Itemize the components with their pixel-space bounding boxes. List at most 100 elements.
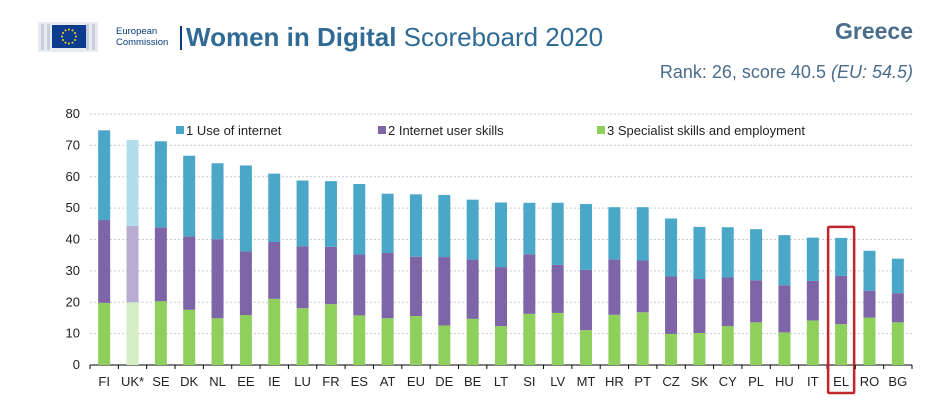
x-tick-label: SI bbox=[523, 374, 535, 389]
bar-internet bbox=[495, 202, 507, 268]
x-tick-label: EE bbox=[237, 374, 255, 389]
bar-internet bbox=[211, 163, 224, 240]
bar-specialist bbox=[551, 312, 564, 365]
bar-specialist bbox=[608, 314, 621, 365]
bar-specialist bbox=[154, 301, 167, 365]
bar-skills bbox=[154, 227, 167, 302]
bar-skills bbox=[636, 260, 649, 313]
x-tick-label: EL bbox=[833, 374, 849, 389]
bar-internet bbox=[239, 165, 252, 252]
bar-skills bbox=[438, 257, 451, 326]
legend-label: 1 Use of internet bbox=[186, 123, 282, 138]
bar-skills bbox=[665, 276, 678, 334]
bar-specialist bbox=[523, 313, 536, 365]
x-tick-label: CZ bbox=[662, 374, 679, 389]
highlight-box bbox=[826, 225, 856, 395]
x-tick-label: IT bbox=[807, 374, 819, 389]
bar-specialist bbox=[835, 324, 848, 365]
bar-internet bbox=[466, 199, 479, 260]
bar-skills bbox=[693, 279, 706, 333]
bar-specialist bbox=[466, 318, 479, 365]
bar-skills bbox=[835, 275, 848, 325]
page-title-bold: Women in Digital bbox=[186, 22, 397, 52]
x-tick-label: UK* bbox=[121, 374, 144, 389]
bar-internet bbox=[268, 173, 281, 243]
bar-specialist bbox=[778, 332, 791, 365]
bar-internet bbox=[353, 183, 366, 255]
bar-skills bbox=[750, 280, 763, 323]
bar-skills bbox=[98, 220, 111, 303]
x-tick-label: ES bbox=[351, 374, 369, 389]
bar-skills bbox=[721, 277, 734, 327]
bar-skills bbox=[523, 254, 536, 314]
bar-specialist bbox=[721, 326, 734, 365]
bar-skills bbox=[324, 246, 337, 305]
x-tick-label: BE bbox=[464, 374, 482, 389]
logo-line-2: Commission bbox=[116, 37, 169, 48]
x-tick-label: FR bbox=[322, 374, 339, 389]
bar-skills bbox=[381, 252, 394, 319]
bar-specialist bbox=[239, 315, 252, 365]
bar-internet bbox=[324, 181, 337, 247]
rank-text: Rank: 26, score 40.5 bbox=[659, 62, 831, 82]
bar-skills bbox=[268, 242, 281, 299]
bar-skills bbox=[580, 269, 593, 331]
bar-internet bbox=[126, 140, 139, 227]
bar-specialist bbox=[268, 298, 281, 365]
page-title: Women in Digital Scoreboard 2020 bbox=[186, 20, 603, 54]
y-tick-label: 40 bbox=[66, 232, 80, 247]
x-tick-label: DK bbox=[180, 374, 198, 389]
x-tick-label: NL bbox=[209, 374, 226, 389]
logo-wordmark: European Commission bbox=[116, 26, 168, 48]
x-tick-label: RO bbox=[860, 374, 880, 389]
bar-internet bbox=[551, 202, 564, 265]
bar-internet bbox=[438, 194, 451, 258]
bar-internet bbox=[580, 204, 593, 270]
legend-swatch bbox=[597, 126, 605, 134]
bar-internet bbox=[296, 180, 309, 247]
bar-specialist bbox=[353, 315, 366, 365]
y-tick-label: 50 bbox=[66, 200, 80, 215]
x-tick-label: LT bbox=[494, 374, 508, 389]
x-tick-label: LU bbox=[294, 374, 311, 389]
bar-internet bbox=[665, 218, 678, 277]
bar-specialist bbox=[409, 316, 422, 365]
bar-specialist bbox=[891, 322, 904, 365]
page-header: European Commission Women in Digital Sco… bbox=[0, 0, 949, 100]
bar-internet bbox=[154, 141, 167, 228]
bar-specialist bbox=[495, 326, 507, 365]
y-tick-label: 20 bbox=[66, 294, 80, 309]
page-title-rest: Scoreboard 2020 bbox=[396, 22, 604, 52]
bar-skills bbox=[608, 259, 621, 315]
bar-skills bbox=[466, 259, 479, 319]
bar-specialist bbox=[324, 304, 337, 365]
y-tick-label: 70 bbox=[66, 137, 80, 152]
bar-internet bbox=[381, 193, 394, 253]
x-tick-label: SK bbox=[691, 374, 709, 389]
bar-internet bbox=[693, 226, 706, 280]
x-tick-label: PL bbox=[748, 374, 764, 389]
x-tick-label: DE bbox=[435, 374, 453, 389]
x-tick-label: LV bbox=[550, 374, 565, 389]
bar-specialist bbox=[438, 325, 451, 365]
country-name: Greece bbox=[834, 18, 913, 44]
x-tick-label: IE bbox=[268, 374, 281, 389]
bar-specialist bbox=[806, 320, 819, 365]
bar-specialist bbox=[580, 330, 593, 365]
x-tick-label: SE bbox=[152, 374, 170, 389]
logo-line-1: European bbox=[116, 26, 158, 37]
x-tick-label: BG bbox=[888, 374, 907, 389]
eu-flag-icon bbox=[52, 25, 86, 48]
eu-average: (EU: 54.5) bbox=[830, 62, 913, 82]
bar-specialist bbox=[211, 318, 224, 365]
x-tick-label: EU bbox=[407, 374, 425, 389]
x-tick-label: AT bbox=[380, 374, 396, 389]
bar-skills bbox=[495, 267, 507, 327]
bar-skills bbox=[778, 285, 791, 333]
bar-internet bbox=[778, 235, 791, 286]
bar-internet bbox=[721, 227, 734, 278]
bar-skills bbox=[863, 290, 876, 318]
bar-specialist bbox=[693, 332, 706, 365]
bar-skills bbox=[126, 226, 139, 303]
